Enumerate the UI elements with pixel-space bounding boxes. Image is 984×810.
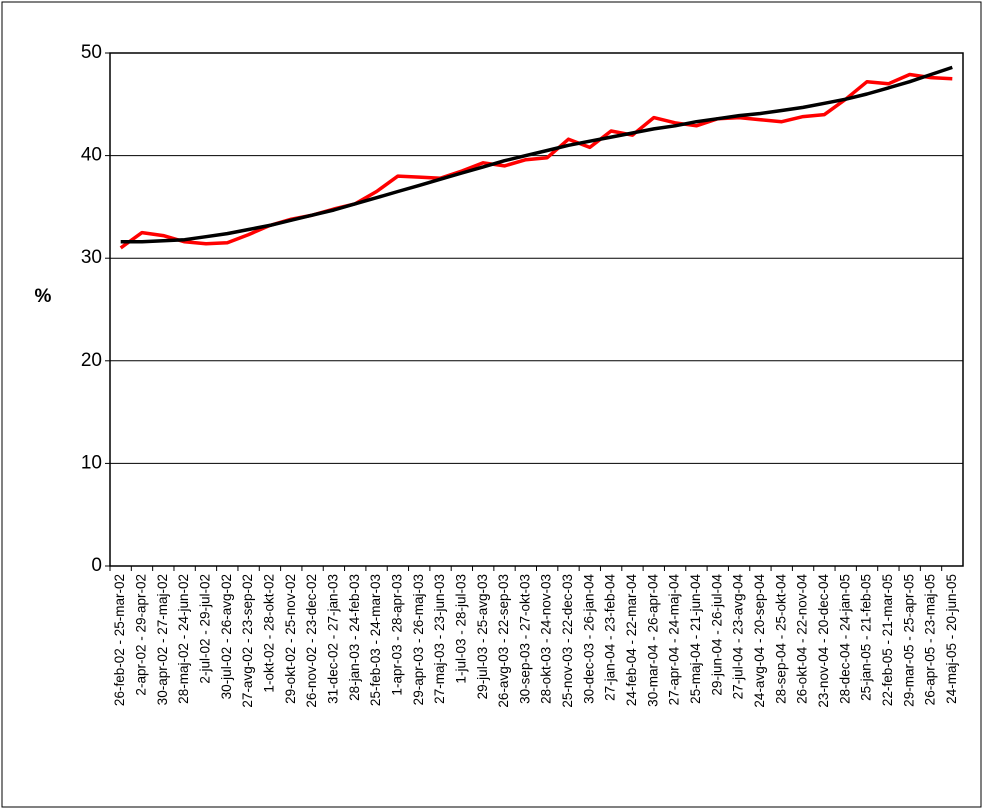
- x-tick-label: 29-apr-03 - 26-maj-03: [411, 574, 426, 705]
- y-tick-label: 0: [91, 555, 102, 576]
- x-tick-label: 29-jul-03 - 25-avg-03: [475, 574, 490, 699]
- y-tick-label: 20: [81, 350, 102, 371]
- x-tick-label: 28-jan-03 - 24-feb-03: [347, 574, 362, 701]
- x-tick-label: 28-dec-04 - 24-jan-05: [837, 574, 852, 704]
- y-tick-label: 40: [81, 145, 102, 166]
- x-tick-label: 1-apr-03 - 28-apr-03: [389, 574, 404, 696]
- x-tick-label: 30-apr-02 - 27-maj-02: [155, 574, 170, 705]
- x-tick-label: 24-maj-05 - 20-jun-05: [944, 574, 959, 704]
- x-tick-label: 29-okt-02 - 25-nov-02: [283, 574, 298, 704]
- x-tick-label: 26-apr-05 - 23-maj-05: [923, 574, 938, 705]
- x-tick-label: 27-apr-04 - 24-maj-04: [667, 574, 682, 706]
- x-tick-label: 25-nov-03 - 22-dec-03: [560, 574, 575, 708]
- x-tick-label: 25-jan-05 - 21-feb-05: [859, 574, 874, 701]
- x-tick-label: 29-jun-04 - 26-jul-04: [709, 574, 724, 696]
- y-tick-label: 10: [81, 452, 102, 473]
- y-tick-label: 50: [81, 42, 102, 63]
- x-tick-label: 28-okt-03 - 24-nov-03: [539, 574, 554, 704]
- y-tick-label: 30: [81, 247, 102, 268]
- x-tick-label: 24-feb-04 - 22-mar-04: [624, 574, 639, 707]
- x-tick-label: 2-apr-02 - 29-apr-02: [134, 574, 149, 696]
- x-tick-label: 27-jan-04 - 23-feb-04: [603, 574, 618, 701]
- x-tick-label: 1-jul-03 - 28-jul-03: [453, 574, 468, 684]
- y-axis-label: %: [35, 286, 52, 307]
- x-tick-label: 31-dec-02 - 27-jan-03: [325, 574, 340, 704]
- x-tick-label: 26-avg-03 - 22-sep-03: [496, 574, 511, 708]
- x-tick-label: 27-jul-04 - 23-avg-04: [731, 574, 746, 700]
- series-line: [120, 65, 953, 244]
- x-tick-label: 27-avg-02 - 23-sep-02: [240, 574, 255, 708]
- x-tick-label: 27-maj-03 - 23-jun-03: [432, 574, 447, 704]
- x-tick-label: 30-dec-03 - 26-jan-04: [581, 574, 596, 704]
- x-tick-label: 30-jul-02 - 26-avg-02: [219, 574, 234, 699]
- x-tick-label: 24-avg-04 - 20-sep-04: [752, 574, 767, 708]
- x-tick-label: 26-feb-02 - 25-mar-02: [112, 574, 127, 706]
- series-line: [119, 72, 953, 250]
- x-tick-label: 23-nov-04 - 20-dec-04: [816, 574, 831, 708]
- x-tick-label: 28-maj-02 - 24-jun-02: [176, 574, 191, 704]
- x-tick-label: 25-feb-03 - 24-mar-03: [368, 574, 383, 706]
- x-tick-label: 29-mar-05 - 25-apr-05: [901, 574, 916, 707]
- x-tick-label: 22-feb-05 - 21-mar-05: [880, 574, 895, 706]
- x-tick-label: 26-nov-02 - 23-dec-02: [304, 574, 319, 708]
- x-tick-label: 30-sep-03 - 27-okt-03: [517, 574, 532, 704]
- x-tick-label: 30-mar-04 - 26-apr-04: [645, 574, 660, 707]
- x-tick-label: 26-okt-04 - 22-nov-04: [795, 574, 810, 704]
- x-tick-label: 25-maj-04 - 21-jun-04: [688, 574, 703, 704]
- x-tick-label: 2-jul-02 - 29-jul-02: [198, 574, 213, 684]
- x-tick-label: 28-sep-04 - 25-okt-04: [773, 574, 788, 704]
- x-tick-label: 1-okt-02 - 28-okt-02: [262, 574, 277, 693]
